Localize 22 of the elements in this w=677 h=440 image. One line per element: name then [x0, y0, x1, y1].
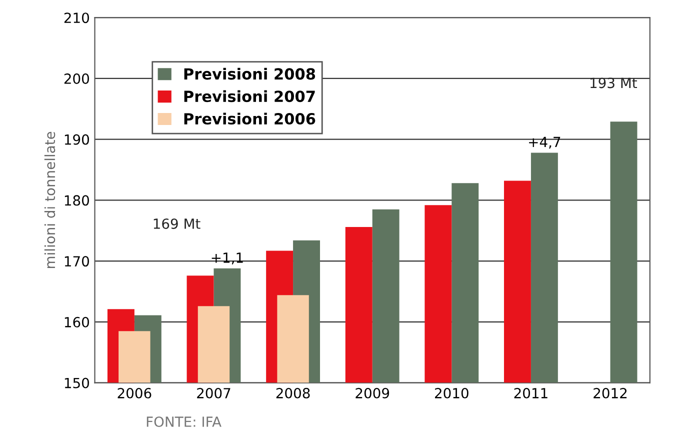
annotation: +4,7: [529, 136, 560, 149]
y-tick-label: 210: [64, 12, 89, 24]
x-tick-label: 2006: [118, 388, 152, 398]
y-axis-title: milioni di tonnellate: [44, 132, 56, 268]
legend-label: Previsioni 2007: [184, 90, 315, 102]
legend-label: Previsioni 2006: [184, 112, 316, 125]
x-tick-label: 2010: [435, 388, 468, 398]
annotation: 169 Mt: [154, 218, 200, 229]
y-tick-label: 200: [64, 73, 89, 84]
source-note: FONTE: IFA: [146, 416, 222, 427]
x-tick-label: 2011: [514, 388, 548, 398]
x-tick-label: 2008: [276, 388, 310, 398]
legend-label: Previsioni 2008: [184, 68, 316, 80]
y-tick-label: 190: [64, 134, 89, 145]
y-tick-label: 150: [64, 378, 89, 388]
x-tick-label: 2007: [197, 388, 230, 398]
x-tick-label: 2009: [356, 388, 390, 398]
y-tick-label: 170: [64, 256, 89, 267]
annotation: 193 Mt: [590, 78, 638, 88]
y-tick-label: 180: [64, 195, 89, 206]
x-tick-label: 2012: [594, 388, 627, 398]
y-tick-label: 160: [64, 316, 89, 328]
